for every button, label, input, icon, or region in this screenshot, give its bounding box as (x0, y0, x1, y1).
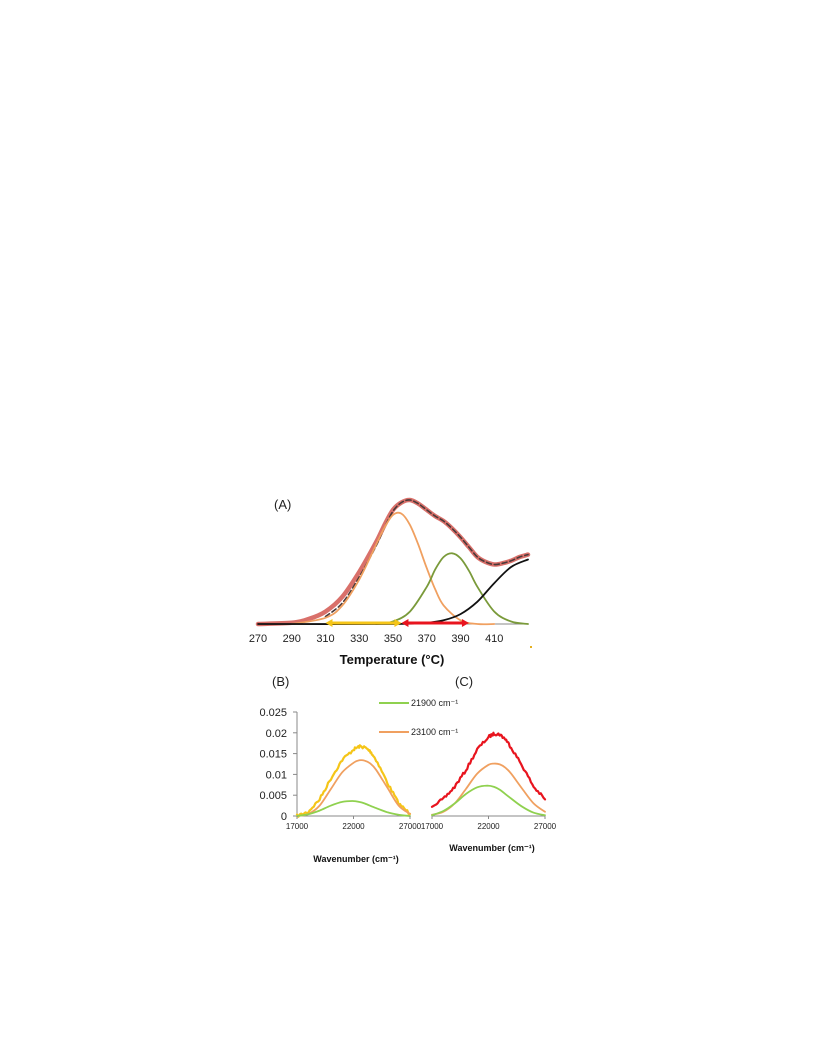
panel-c-x-axis-title: Wavenumber (cm⁻¹) (449, 843, 534, 853)
panel-a-range-arrow-1 (401, 619, 469, 627)
panel-a-series-2 (290, 511, 496, 626)
panel-a-x-tick-label: 390 (451, 633, 469, 645)
panel-c-series-2 (431, 784, 546, 817)
legend: 21900 cm⁻¹ 23100 cm⁻¹ (379, 698, 458, 737)
panel-c-x-tick-label: 22000 (477, 822, 500, 831)
panel-b-y-ticks: 0 0.005 0.01 0.015 0.02 0.025 (259, 707, 297, 823)
panel-b-x-ticks: 17000 22000 27000 (286, 816, 422, 831)
panel-b-x-tick-label: 17000 (286, 822, 309, 831)
panel-a-x-tick-label: 270 (249, 633, 267, 645)
panel-c-chart: (C) 17000 22000 27000 Wavenumber (cm⁻¹) (421, 674, 557, 853)
panel-b-chart: (B) 0 0.005 0.01 0.015 0.02 0.025 17000 22000 2… (259, 674, 421, 864)
panel-a-x-tick-label: 310 (316, 633, 334, 645)
panel-b-y-tick-label: 0.025 (259, 707, 287, 719)
panel-a-label: (A) (274, 497, 291, 512)
panel-a-series-1 (324, 499, 529, 618)
panel-b-series-group (295, 744, 412, 818)
panel-b-series-0 (295, 744, 412, 818)
panel-a-x-tick-label: 330 (350, 633, 368, 645)
panel-a-series-4 (257, 558, 529, 625)
panel-a-x-tick-label: 350 (384, 633, 402, 645)
panel-a-x-ticks: 270 290 310 330 350 370 390 410 (249, 633, 504, 645)
panel-b-x-tick-label: 27000 (399, 822, 422, 831)
legend-label-23100: 23100 cm⁻¹ (411, 727, 458, 737)
panel-c-label: (C) (455, 674, 473, 689)
panel-b-y-tick-label: 0.015 (259, 749, 287, 761)
panel-c-x-tick-label: 27000 (534, 822, 557, 831)
panel-a-chart: (A) 270 290 310 330 350 370 390 410 Temperature… (249, 497, 532, 667)
panel-a-x-tick-label: 410 (485, 633, 503, 645)
panel-b-series-1 (296, 759, 411, 817)
panel-a-x-tick-label: 370 (418, 633, 436, 645)
panel-a-x-tick-label: 290 (283, 633, 301, 645)
legend-label-21900: 21900 cm⁻¹ (411, 698, 458, 708)
panel-a-annotations (325, 619, 469, 627)
panel-b-y-tick-label: 0.02 (266, 728, 287, 740)
panel-b-y-tick-label: 0.01 (266, 769, 287, 781)
panel-a-range-arrow-0 (325, 619, 402, 627)
panel-c-series-0 (430, 731, 547, 808)
panel-c-x-ticks: 17000 22000 27000 (421, 816, 557, 831)
panel-a-series-3 (375, 552, 529, 625)
panel-a-x-axis-title: Temperature (°C) (340, 652, 445, 667)
panel-a-series-group (255, 497, 531, 627)
panel-b-series-2 (296, 800, 411, 817)
panel-b-x-axis-title: Wavenumber (cm⁻¹) (313, 854, 398, 864)
panel-b-y-tick-label: 0 (281, 811, 287, 823)
panel-b-y-tick-label: 0.005 (259, 790, 287, 802)
panel-b-x-tick-label: 22000 (342, 822, 365, 831)
panel-c-x-tick-label: 17000 (421, 822, 444, 831)
panel-b-label: (B) (272, 674, 289, 689)
panel-a-stray-mark (530, 646, 532, 648)
panel-c-series-group (430, 731, 547, 817)
